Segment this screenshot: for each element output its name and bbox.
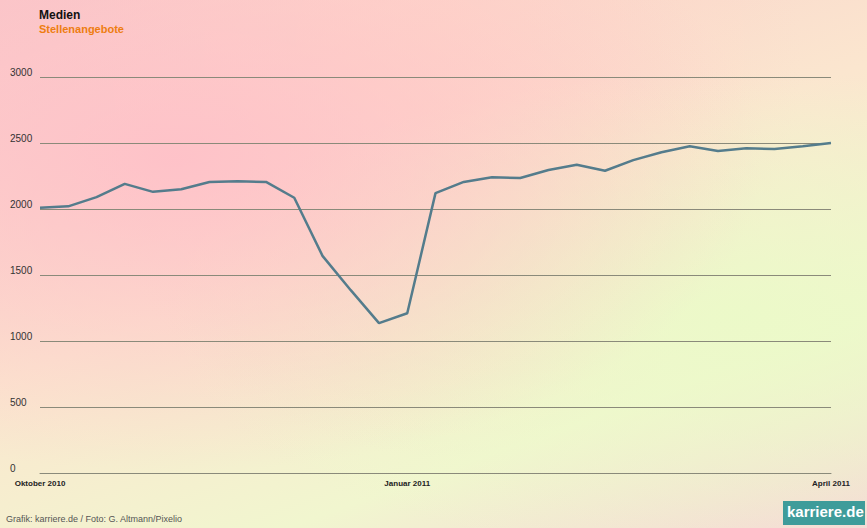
svg-text:Medien: Medien: [39, 8, 80, 22]
svg-text:Grafik: karriere.de / Foto: G.: Grafik: karriere.de / Foto: G. Altmann/P…: [6, 514, 182, 524]
svg-text:3000: 3000: [10, 67, 33, 78]
svg-text:0: 0: [10, 463, 16, 474]
svg-text:Stellenangebote: Stellenangebote: [39, 23, 124, 35]
svg-text:April 2011: April 2011: [812, 479, 850, 488]
svg-text:1500: 1500: [10, 265, 33, 276]
svg-text:500: 500: [10, 397, 27, 408]
svg-text:2500: 2500: [10, 133, 33, 144]
svg-text:Januar 2011: Januar 2011: [384, 479, 430, 488]
svg-text:karriere.de: karriere.de: [787, 503, 864, 520]
svg-text:Oktober 2010: Oktober 2010: [15, 479, 66, 488]
svg-text:1000: 1000: [10, 331, 33, 342]
svg-text:2000: 2000: [10, 199, 33, 210]
